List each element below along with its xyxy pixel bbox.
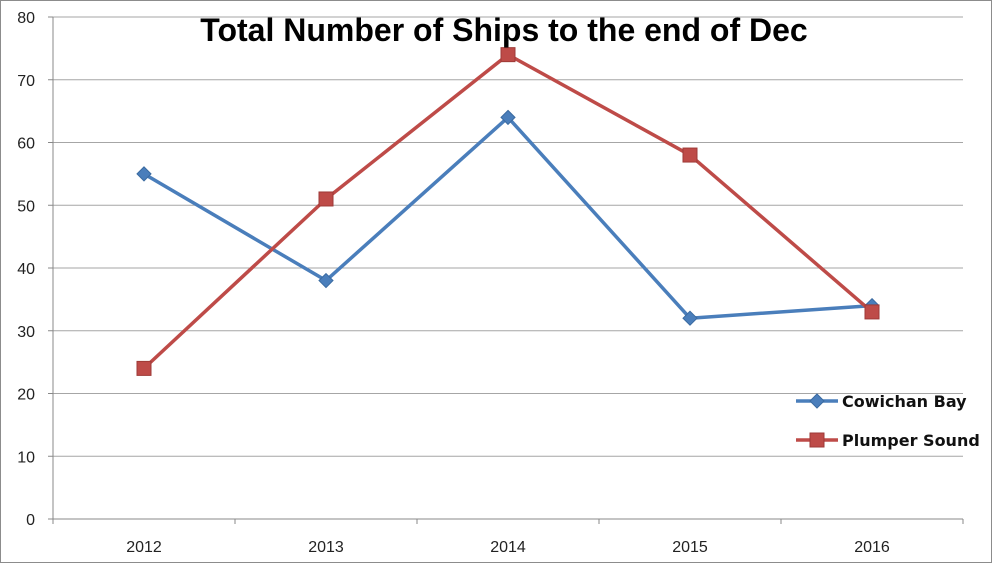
gridlines (53, 16, 963, 457)
y-tick-label: 50 (17, 198, 35, 215)
x-tick-label: 2014 (490, 539, 526, 556)
data-point-plumper-sound (136, 360, 152, 376)
data-point-cowichan-bay (136, 166, 152, 182)
legend-label-plumper-sound: Plumper Sound (842, 431, 980, 450)
data-point-plumper-sound (682, 147, 698, 163)
series-line-plumper-sound (142, 52, 874, 370)
y-tick-label: 20 (17, 387, 35, 404)
x-tick-label: 2013 (308, 539, 344, 556)
y-tick-label: 10 (17, 449, 35, 466)
data-point-cowichan-bay (318, 272, 334, 289)
data-point-cowichan-bay (500, 109, 516, 126)
y-tick-label: 80 (17, 10, 35, 27)
data-point-plumper-sound (500, 47, 516, 63)
y-tick-label: 40 (17, 261, 35, 278)
y-tick-label: 0 (26, 512, 35, 529)
legend-marker-cowichan-bay (809, 393, 825, 409)
x-tick-label: 2012 (126, 539, 162, 556)
x-tick-label: 2015 (672, 539, 708, 556)
axes: 0 10 20 30 40 50 60 70 80 2012 2013 2014 2015 2016 (17, 10, 964, 556)
chart-title: Total Number of Ships to the end of Dec (200, 12, 807, 48)
y-tick-label: 30 (17, 324, 35, 341)
legend: Cowichan Bay Plumper Sound (796, 392, 980, 450)
series (136, 47, 880, 376)
x-tick-label: 2016 (854, 539, 890, 556)
data-point-plumper-sound (864, 304, 880, 320)
data-point-cowichan-bay (682, 310, 698, 326)
data-point-plumper-sound (318, 191, 334, 207)
legend-marker-plumper-sound (809, 432, 825, 448)
legend-label-cowichan-bay: Cowichan Bay (842, 392, 967, 411)
y-tick-label: 60 (17, 136, 35, 153)
y-tick-label: 70 (17, 73, 35, 90)
